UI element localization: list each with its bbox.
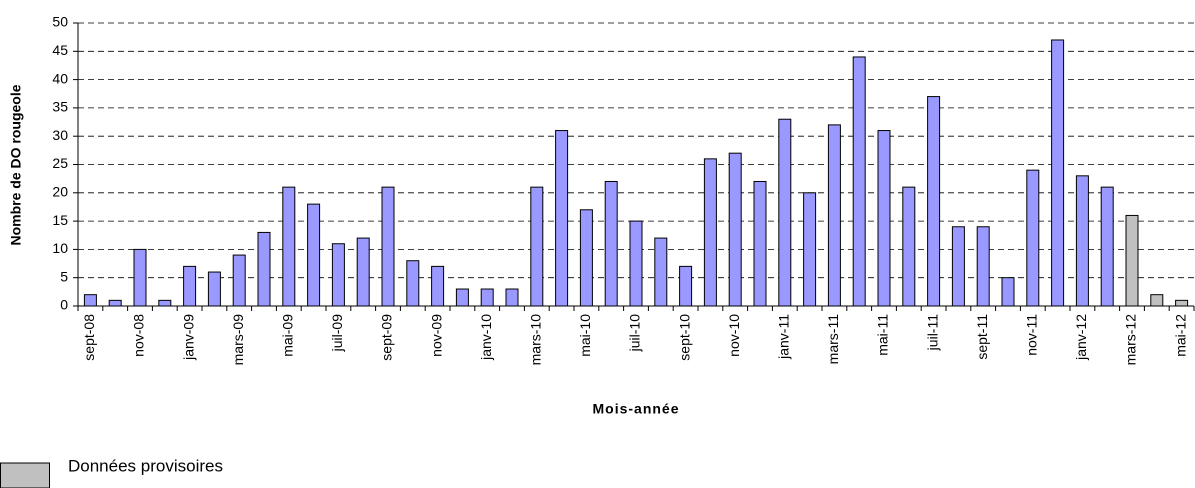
y-tick-label: 0 <box>60 297 68 313</box>
bar <box>406 260 420 307</box>
x-tick-label: juil-11 <box>924 314 940 352</box>
bar <box>356 237 370 307</box>
y-tick-label: 5 <box>60 268 68 284</box>
y-tick-label: 25 <box>52 155 68 171</box>
bar <box>530 186 544 307</box>
x-tick-label: juil-10 <box>627 314 643 353</box>
bar <box>976 226 990 307</box>
bar <box>629 220 643 307</box>
bar <box>1175 299 1189 307</box>
x-tick-label: sept-11 <box>974 314 990 360</box>
bar <box>381 186 395 307</box>
bar <box>604 180 618 307</box>
bar <box>1026 169 1040 307</box>
bar <box>1125 214 1139 307</box>
bar <box>728 152 742 307</box>
y-tick-label: 30 <box>52 127 68 143</box>
x-tick-label: mai-12 <box>1172 314 1188 357</box>
bar <box>852 56 866 307</box>
bar <box>927 96 941 307</box>
bar <box>505 288 519 307</box>
bar <box>1051 39 1065 307</box>
bar <box>331 243 345 307</box>
y-axis-label: Nombre de DO rougeole <box>8 84 24 245</box>
bar <box>108 299 122 307</box>
bar <box>207 271 221 307</box>
bar <box>951 226 965 307</box>
bar <box>282 186 296 307</box>
x-tick-label: mars-10 <box>528 314 544 366</box>
bar <box>1150 294 1164 307</box>
y-tick-label: 40 <box>52 70 68 86</box>
bar <box>753 180 767 307</box>
x-tick-label: mai-10 <box>577 314 593 357</box>
x-tick-label: mars-11 <box>825 314 841 365</box>
bar <box>232 254 246 307</box>
bar <box>257 231 271 307</box>
bar <box>133 248 147 307</box>
x-axis-label: Mois-année <box>592 401 679 417</box>
x-tick-label: nov-11 <box>1024 314 1040 356</box>
bar <box>803 192 817 307</box>
y-tick-label: 50 <box>52 14 68 30</box>
x-tick-label: sept-10 <box>676 314 692 361</box>
x-tick-label: mars-12 <box>1123 314 1139 366</box>
bar <box>778 118 792 307</box>
bar <box>307 203 321 307</box>
bar <box>703 158 717 307</box>
x-tick-label: mai-11 <box>875 314 891 356</box>
bar <box>480 288 494 307</box>
y-tick-label: 10 <box>52 240 68 256</box>
x-tick-label: janv-11 <box>776 314 792 360</box>
bar <box>902 186 916 307</box>
y-tick-label: 35 <box>52 99 68 115</box>
bar <box>827 124 841 307</box>
bar <box>654 237 668 307</box>
x-tick-label: sept-08 <box>81 314 97 361</box>
x-tick-label: mai-09 <box>280 314 296 357</box>
x-tick-label: sept-09 <box>379 314 395 361</box>
bar <box>431 265 445 307</box>
legend-swatch <box>0 462 50 488</box>
x-tick-label: nov-09 <box>428 314 444 357</box>
bar <box>455 288 469 307</box>
bar <box>83 294 97 307</box>
bar <box>1075 175 1089 307</box>
x-tick-label: janv-12 <box>1073 314 1089 361</box>
bar <box>1001 277 1015 307</box>
bar <box>877 130 891 307</box>
x-tick-label: mars-09 <box>230 314 246 366</box>
y-tick-label: 15 <box>52 212 68 228</box>
bar <box>183 265 197 307</box>
x-tick-label: nov-08 <box>131 314 147 357</box>
bar <box>679 265 693 307</box>
x-tick-label: juil-09 <box>329 314 345 353</box>
bar <box>1100 186 1114 307</box>
x-tick-label: janv-09 <box>180 314 196 361</box>
legend-label: Données provisoires <box>68 456 223 475</box>
x-tick-label: janv-10 <box>478 314 494 361</box>
bar <box>579 209 593 307</box>
bar <box>555 130 569 307</box>
y-tick-label: 45 <box>52 42 68 58</box>
bar <box>158 299 172 307</box>
x-tick-label: nov-10 <box>726 314 742 357</box>
y-tick-label: 20 <box>52 184 68 200</box>
